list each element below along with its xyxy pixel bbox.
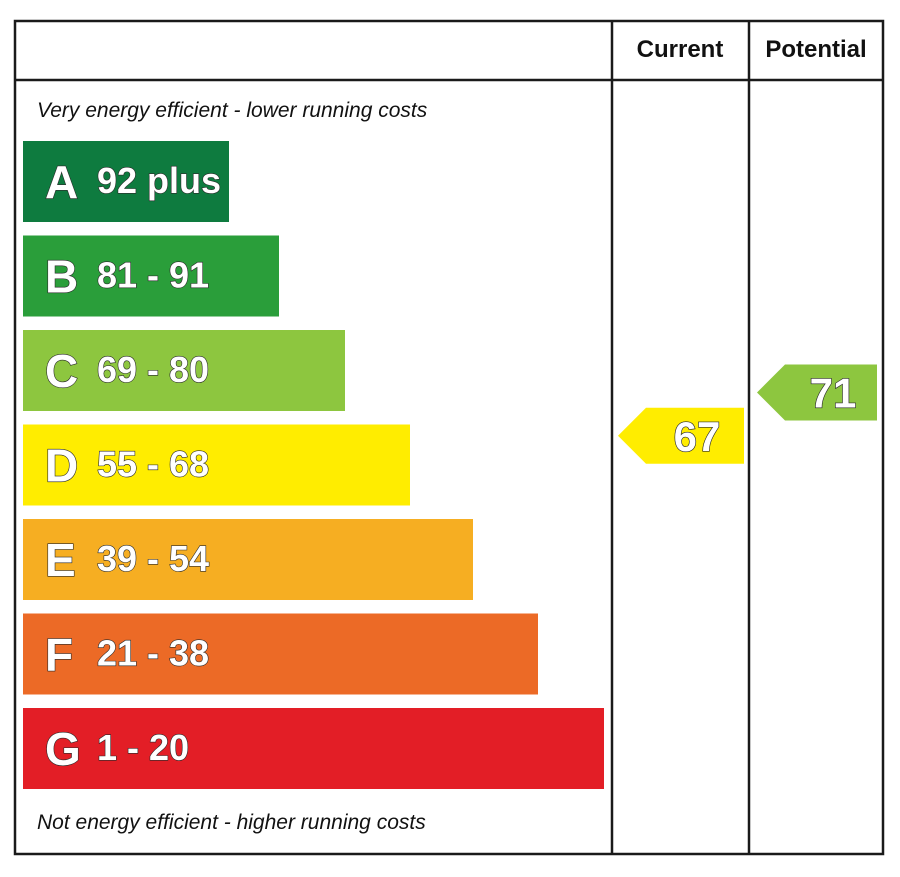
header-current: Current <box>637 36 724 63</box>
band-c-range: 69 - 80 <box>97 349 209 390</box>
band-e-bar <box>23 519 473 600</box>
band-f-range: 21 - 38 <box>97 633 209 674</box>
band-g-letter: G <box>45 723 81 775</box>
band-d-range: 55 - 68 <box>97 444 209 485</box>
band-e-range: 39 - 54 <box>97 538 209 579</box>
band-b-range: 81 - 91 <box>97 255 209 296</box>
current-rating-arrow: 67 <box>618 407 744 464</box>
band-c-letter: C <box>45 345 78 397</box>
potential-rating-value: 71 <box>810 369 857 416</box>
potential-rating-arrow: 71 <box>757 364 877 421</box>
band-f-bar <box>23 613 538 695</box>
potential-rating-arrow-shape <box>757 364 877 421</box>
band-g-range: 1 - 20 <box>97 727 189 768</box>
band-d-bar <box>23 424 410 506</box>
current-rating-arrow-shape <box>618 407 744 464</box>
rating-bands: A 92 plus B 81 - 91 C 69 - 80 D 55 - 68 E 39 - 54… <box>23 141 604 789</box>
band-a-range: 92 plus <box>97 160 221 201</box>
band-c-bar <box>23 330 345 411</box>
band-d-letter: D <box>45 440 78 492</box>
band-f-letter: F <box>45 629 73 681</box>
band-a-letter: A <box>45 156 78 208</box>
header-potential: Potential <box>765 36 866 63</box>
band-b-letter: B <box>45 251 78 303</box>
top-note: Very energy efficient - lower running co… <box>37 99 428 122</box>
band-g-bar <box>23 708 604 789</box>
band-a-bar <box>23 141 229 222</box>
band-e-letter: E <box>45 534 76 586</box>
band-b-bar <box>23 235 279 317</box>
bottom-note: Not energy efficient - higher running co… <box>37 811 426 834</box>
current-rating-value: 67 <box>674 413 721 460</box>
